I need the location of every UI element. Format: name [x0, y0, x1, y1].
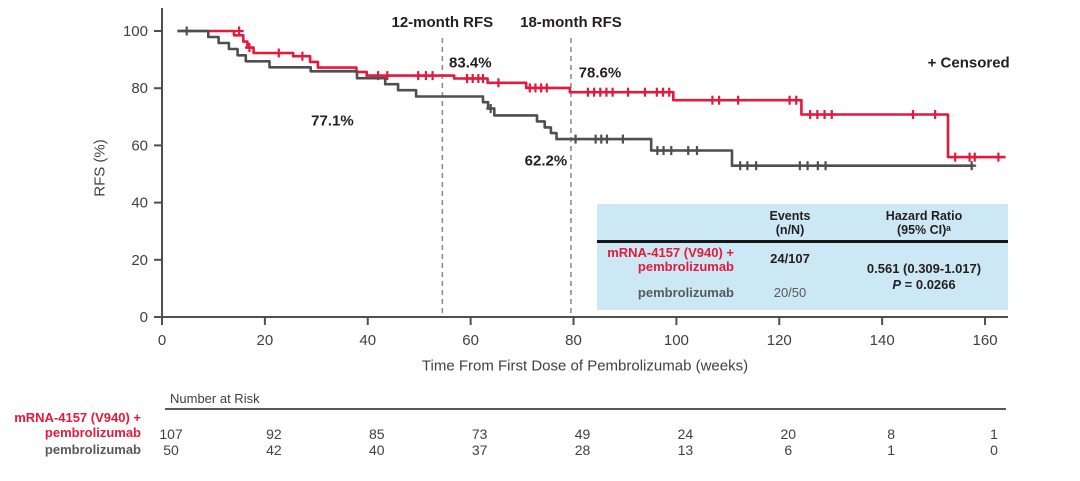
y-tick-label: 100	[123, 23, 148, 40]
number-at-risk-value: 1	[887, 442, 896, 458]
reference-line-label: 12-month RFS	[392, 14, 494, 31]
x-tick-label: 100	[664, 332, 689, 349]
number-at-risk-value: 73	[471, 426, 488, 442]
control-censor-marks	[182, 26, 977, 171]
number-at-risk-value: 92	[266, 426, 282, 442]
y-tick-label: 20	[131, 252, 148, 269]
rfs-percent-annotation: 77.1%	[311, 112, 354, 129]
x-tick-label: 40	[359, 332, 376, 349]
y-tick-label: 0	[140, 309, 148, 326]
censored-legend: + Censored	[928, 55, 1010, 72]
rfs-percent-annotation: 62.2%	[525, 153, 568, 170]
number-at-risk-title: Number at Risk	[170, 391, 260, 406]
p-number: = 0.0266	[901, 276, 956, 292]
number-at-risk-value: 40	[368, 442, 385, 458]
stats-header-events: Events (n/N)	[740, 204, 840, 243]
number-at-risk-value: 6	[784, 442, 793, 458]
stats-header-hazard-ratio: Hazard Ratio (95% CI)ᵃ	[840, 204, 1008, 243]
number-at-risk-treatment-label: mRNA-4157 (V940) + pembrolizumab	[0, 410, 141, 440]
events-header-line1: Events	[769, 209, 811, 223]
number-at-risk-value: 107	[159, 426, 183, 442]
stats-control-events: 20/50	[773, 284, 807, 300]
number-at-risk-divider	[165, 408, 1006, 410]
number-at-risk-value: 8	[887, 426, 896, 442]
treatment-curve	[177, 29, 1006, 159]
treatment-label-line2: pembrolizumab	[637, 259, 734, 274]
number-at-risk-value: 49	[574, 426, 591, 442]
p-symbol: P	[892, 276, 902, 292]
y-axis-title: RFS (%)	[91, 139, 109, 197]
number-at-risk-value: 50	[163, 442, 179, 458]
treatment-label-line1: mRNA-4157 (V940) +	[607, 245, 734, 260]
number-at-risk-value: 24	[677, 426, 694, 442]
number-at-risk-value: 28	[574, 442, 591, 458]
p-value: P = 0.0266	[892, 277, 955, 293]
events-header-line2: (n/N)	[775, 223, 805, 237]
number-at-risk-value: 13	[677, 442, 694, 458]
y-tick-label: 60	[131, 137, 148, 154]
x-tick-label: 160	[973, 332, 998, 349]
stats-row-treatment-label: mRNA-4157 (V940) + pembrolizumab	[597, 243, 740, 274]
number-at-risk-value: 1	[990, 426, 998, 442]
reference-line-label: 18-month RFS	[520, 14, 622, 31]
y-tick-label: 80	[131, 80, 148, 97]
hr-header-line1: Hazard Ratio	[885, 209, 963, 223]
y-tick-label: 40	[131, 195, 148, 212]
number-at-risk-value: 0	[990, 442, 998, 458]
x-tick-label: 20	[257, 332, 274, 349]
x-tick-label: 0	[158, 332, 166, 349]
stats-hazard-ratio-cell: 0.561 (0.309-1.017) P = 0.0266	[840, 243, 1008, 310]
rfs-percent-annotation: 83.4%	[449, 55, 492, 72]
stats-header-spacer	[597, 204, 740, 243]
nar-treatment-label-line1: mRNA-4157 (V940) +	[14, 410, 141, 425]
x-tick-label: 80	[565, 332, 582, 349]
treatment-censor-marks	[234, 26, 1003, 162]
hazard-ratio-value: 0.561 (0.309-1.017)	[866, 260, 982, 276]
stats-table: Events (n/N) Hazard Ratio (95% CI)ᵃ mRNA…	[597, 204, 1008, 310]
number-at-risk-value: 85	[368, 426, 385, 442]
rfs-percent-annotation: 78.6%	[579, 65, 622, 82]
x-tick-label: 60	[462, 332, 479, 349]
control-curve	[177, 29, 974, 167]
number-at-risk-value: 42	[266, 442, 282, 458]
x-axis-title: Time From First Dose of Pembrolizumab (w…	[421, 357, 749, 375]
nar-treatment-label-line2: pembrolizumab	[44, 425, 141, 440]
number-at-risk-value: 37	[471, 442, 488, 458]
x-tick-label: 120	[767, 332, 792, 349]
hr-header-line2: (95% CI)ᵃ	[896, 223, 952, 237]
stats-row-control-label: pembrolizumab	[637, 284, 734, 300]
x-tick-label: 140	[870, 332, 895, 349]
stats-treatment-events: 24/107	[770, 251, 810, 266]
number-at-risk-value: 20	[780, 426, 797, 442]
number-at-risk-control-label: pembrolizumab	[44, 442, 141, 457]
